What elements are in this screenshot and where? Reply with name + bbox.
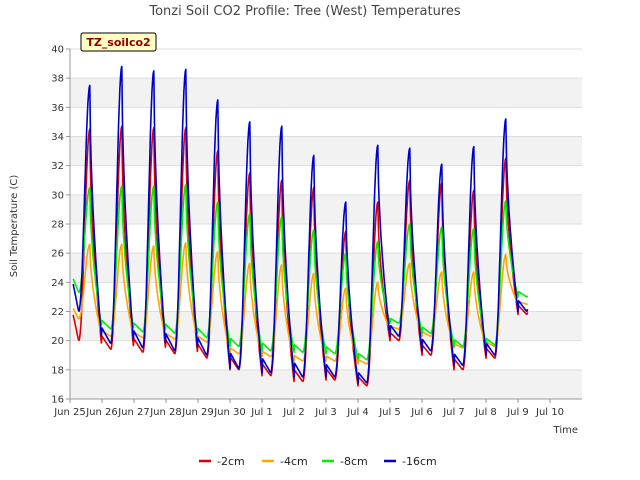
x-tick-label: Jun 25 [53, 407, 86, 418]
y-tick-label: 30 [51, 190, 64, 201]
x-tick-label: Jul 9 [506, 407, 529, 418]
series-line-minus-16cm [72, 65, 529, 384]
x-tick-label: Jul 6 [410, 407, 433, 418]
x-tick-label: Jun 28 [149, 407, 182, 418]
x-axis-label: Time [553, 425, 578, 436]
plot-band [70, 282, 582, 312]
plot-band [70, 194, 582, 224]
legend-label: -8cm [340, 455, 368, 468]
y-tick-label: 26 [51, 249, 64, 260]
y-tick-label: 38 [51, 74, 64, 85]
y-tick-label: 18 [51, 365, 64, 376]
x-tick-labels: Jun 25 Jun 26 Jun 27 Jun 28 Jun 29 Jun 30 Jul … [53, 399, 564, 418]
y-tick-label: 40 [51, 45, 64, 56]
x-tick-label: Jul 7 [442, 407, 465, 418]
y-tick-label: 28 [51, 220, 64, 231]
x-tick-label: Jun 27 [117, 407, 150, 418]
x-tick-label: Jul 5 [378, 407, 401, 418]
legend-label: -16cm [402, 455, 437, 468]
legend: -2cm -4cm -8cm -16cm [199, 455, 437, 468]
x-tick-label: Jun 26 [85, 407, 118, 418]
y-tick-label: 32 [51, 161, 64, 172]
x-tick-label: Jul 4 [346, 407, 369, 418]
x-tick-label: Jul 2 [282, 407, 305, 418]
series-badge-box [80, 32, 157, 52]
y-tick-label: 20 [51, 336, 64, 347]
y-tick-label: 16 [51, 395, 64, 406]
y-tick-label: 24 [51, 278, 64, 289]
x-tick-label: Jul 3 [314, 407, 337, 418]
y-axis-label: Soil Temperature (C) [9, 175, 20, 278]
series-badge-label: TZ_soilco2 [86, 36, 150, 49]
x-tick-label: Jul 1 [250, 407, 273, 418]
x-tick-label: Jul 10 [535, 407, 564, 418]
plot-band [70, 165, 582, 195]
x-tick-label: Jun 29 [181, 407, 214, 418]
y-tick-label: 34 [51, 132, 64, 143]
x-tick-label: Jun 30 [213, 407, 246, 418]
plot-band [70, 78, 582, 108]
y-tick-labels: 16 18 20 22 24 26 28 30 32 34 36 38 40 [51, 45, 70, 406]
chart-title: Tonzi Soil CO2 Profile: Tree (West) Temp… [148, 4, 461, 19]
x-tick-label: Jul 8 [474, 407, 497, 418]
legend-label: -4cm [280, 455, 308, 468]
y-tick-label: 22 [51, 307, 64, 318]
series-badge: TZ_soilco2 [80, 32, 157, 52]
series-line-minus-8cm [72, 183, 529, 361]
plot-band [70, 49, 582, 79]
series-lines [72, 65, 529, 387]
legend-label: -2cm [217, 455, 245, 468]
y-tick-label: 36 [51, 103, 64, 114]
